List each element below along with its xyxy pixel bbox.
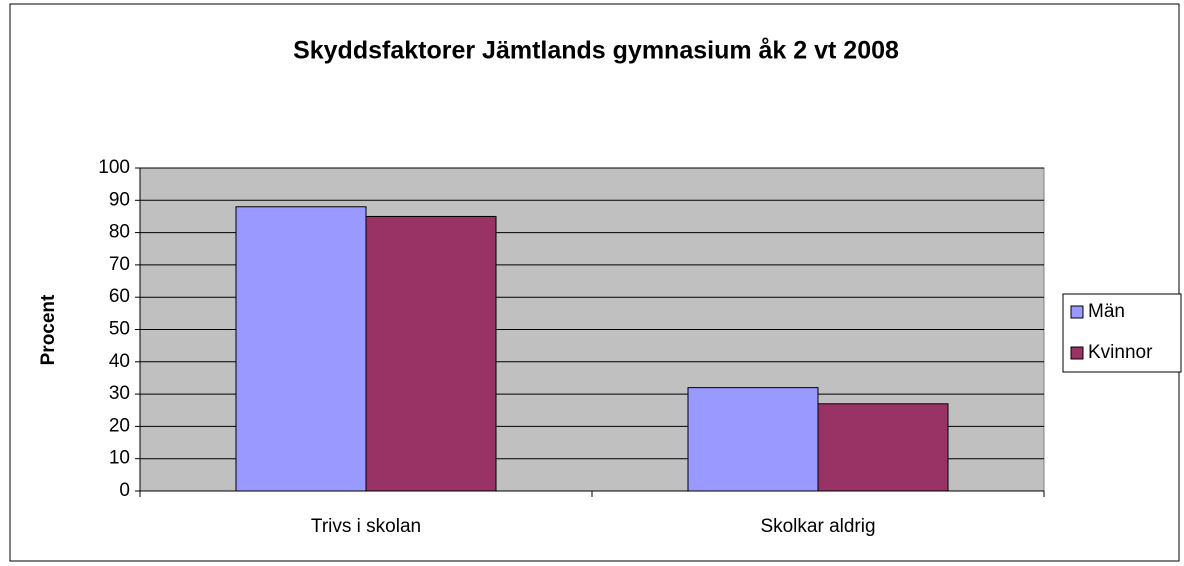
bar — [817, 403, 949, 492]
legend-swatch — [1070, 346, 1084, 360]
chart-title: Skyddsfaktorer Jämtlands gymnasium åk 2 … — [293, 37, 899, 65]
y-tick-label: 90 — [109, 189, 130, 210]
y-tick-label: 60 — [109, 286, 130, 307]
y-tick-label: 50 — [109, 319, 130, 340]
x-tick-label: Skolkar aldrig — [760, 516, 875, 537]
y-axis-label: Procent — [38, 294, 59, 365]
y-tick-label: 30 — [109, 383, 130, 404]
y-tick-label: 80 — [109, 222, 130, 243]
y-tick-label: 20 — [109, 415, 130, 436]
x-tick-label: Trivs i skolan — [311, 516, 421, 537]
legend-label: Kvinnor — [1088, 342, 1153, 363]
legend-swatch — [1070, 305, 1084, 319]
y-tick-label: 70 — [109, 254, 130, 275]
y-tick-label: 10 — [109, 448, 130, 469]
y-tick-label: 40 — [109, 351, 130, 372]
bar — [235, 206, 367, 492]
y-tick-label: 100 — [98, 157, 130, 178]
y-tick-label: 0 — [119, 480, 130, 501]
legend-label: Män — [1088, 301, 1125, 322]
bar — [365, 215, 497, 492]
bar — [687, 387, 819, 492]
